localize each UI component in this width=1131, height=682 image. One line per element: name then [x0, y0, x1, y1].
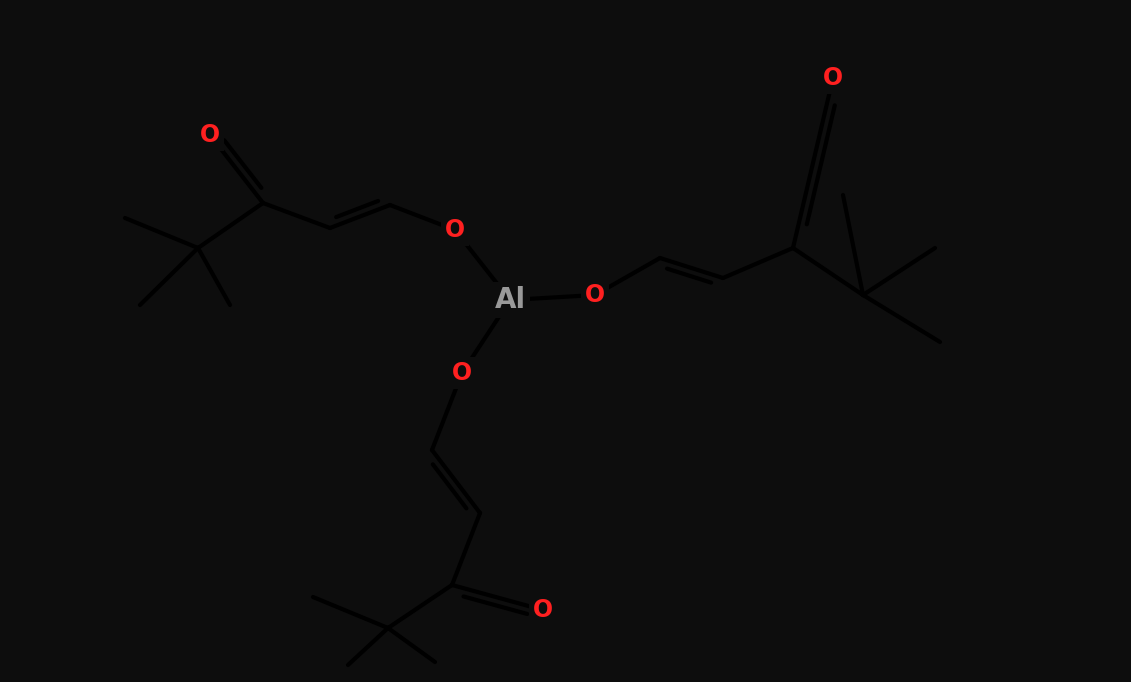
Text: O: O	[533, 598, 553, 622]
Text: O: O	[585, 283, 605, 307]
Text: Al: Al	[494, 286, 526, 314]
Text: O: O	[452, 361, 472, 385]
Text: O: O	[200, 123, 221, 147]
Text: O: O	[444, 218, 465, 242]
Text: O: O	[823, 66, 843, 90]
